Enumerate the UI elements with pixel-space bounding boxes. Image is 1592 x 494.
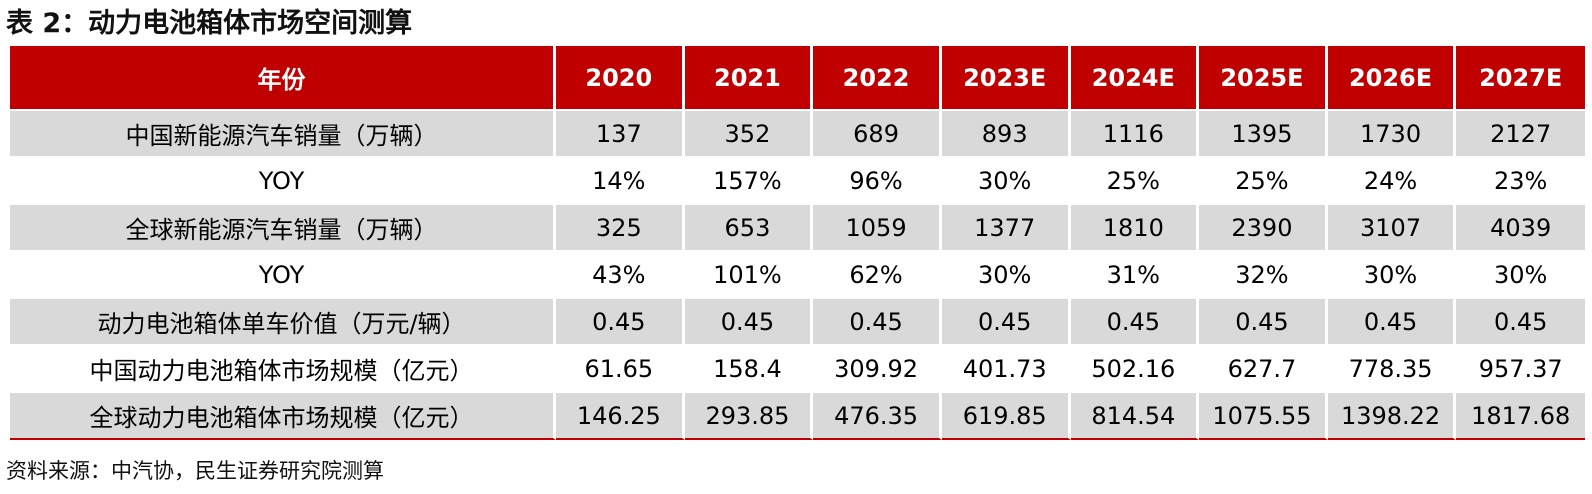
table-cell: 893 — [941, 109, 1071, 156]
table-row: 全球新能源汽车销量（万辆） 325 653 1059 1377 1810 239… — [10, 203, 1585, 250]
row-label: 中国动力电池箱体市场规模（亿元） — [10, 344, 556, 391]
header-cell-year: 2023E — [941, 46, 1071, 109]
table-cell: 653 — [684, 203, 814, 250]
table-cell: 3107 — [1327, 203, 1457, 250]
table-cell: 1810 — [1070, 203, 1200, 250]
table-cell: 1730 — [1327, 109, 1457, 156]
table-cell: 96% — [813, 156, 942, 203]
table-cell: 502.16 — [1070, 344, 1200, 391]
table-cell: 0.45 — [1327, 297, 1457, 344]
row-label: YOY — [10, 156, 556, 203]
table-cell: 25% — [1199, 156, 1328, 203]
table-cell: 24% — [1327, 156, 1457, 203]
table-cell: 1395 — [1199, 109, 1328, 156]
header-cell-year-label: 年份 — [10, 46, 556, 109]
header-row: 年份 2020 2021 2022 2023E 2024E 2025E 2026… — [10, 46, 1585, 109]
table-cell: 1817.68 — [1456, 391, 1585, 440]
table-row: 中国新能源汽车销量（万辆） 137 352 689 893 1116 1395 … — [10, 109, 1585, 156]
table-cell: 2127 — [1456, 109, 1585, 156]
table-cell: 61.65 — [556, 344, 685, 391]
table-cell: 352 — [684, 109, 814, 156]
table-cell: 14% — [556, 156, 685, 203]
table-cell: 31% — [1070, 250, 1200, 297]
table-cell: 157% — [684, 156, 814, 203]
table-cell: 627.7 — [1199, 344, 1328, 391]
table-cell: 1377 — [941, 203, 1071, 250]
table-cell: 1059 — [813, 203, 942, 250]
table-cell: 778.35 — [1327, 344, 1457, 391]
table-cell: 30% — [1456, 250, 1585, 297]
table-cell: 309.92 — [813, 344, 942, 391]
header-cell-year: 2025E — [1199, 46, 1328, 109]
table-row: 动力电池箱体单车价值（万元/辆） 0.45 0.45 0.45 0.45 0.4… — [10, 297, 1585, 344]
row-label: YOY — [10, 250, 556, 297]
row-label: 全球新能源汽车销量（万辆） — [10, 203, 556, 250]
table-cell: 0.45 — [813, 297, 942, 344]
header-cell-year: 2027E — [1456, 46, 1585, 109]
table-cell: 2390 — [1199, 203, 1328, 250]
table-cell: 1116 — [1070, 109, 1200, 156]
header-cell-year: 2020 — [556, 46, 685, 109]
header-cell-year: 2024E — [1070, 46, 1200, 109]
source-note: 资料来源：中汽协，民生证券研究院测算 — [6, 459, 384, 483]
table-cell: 1398.22 — [1327, 391, 1457, 440]
table-row: 中国动力电池箱体市场规模（亿元） 61.65 158.4 309.92 401.… — [10, 344, 1585, 391]
table-cell: 619.85 — [941, 391, 1071, 440]
table-cell: 43% — [556, 250, 685, 297]
table-cell: 23% — [1456, 156, 1585, 203]
table-cell: 0.45 — [684, 297, 814, 344]
table-cell: 0.45 — [1456, 297, 1585, 344]
table-cell: 30% — [941, 156, 1071, 203]
data-table-container: 年份 2020 2021 2022 2023E 2024E 2025E 2026… — [10, 46, 1585, 440]
table-cell: 957.37 — [1456, 344, 1585, 391]
table-cell: 30% — [941, 250, 1071, 297]
row-label: 动力电池箱体单车价值（万元/辆） — [10, 297, 556, 344]
table-cell: 293.85 — [684, 391, 814, 440]
table-cell: 0.45 — [1199, 297, 1328, 344]
table-cell: 62% — [813, 250, 942, 297]
table-row: YOY 43% 101% 62% 30% 31% 32% 30% 30% — [10, 250, 1585, 297]
header-cell-year: 2021 — [684, 46, 814, 109]
table-cell: 101% — [684, 250, 814, 297]
table-cell: 137 — [556, 109, 685, 156]
table-title: 表 2：动力电池箱体市场空间测算 — [6, 8, 413, 39]
row-label: 中国新能源汽车销量（万辆） — [10, 109, 556, 156]
table-cell: 4039 — [1456, 203, 1585, 250]
market-size-table: 年份 2020 2021 2022 2023E 2024E 2025E 2026… — [10, 46, 1585, 440]
table-cell: 476.35 — [813, 391, 942, 440]
header-cell-year: 2022 — [813, 46, 942, 109]
table-cell: 0.45 — [1070, 297, 1200, 344]
table-cell: 30% — [1327, 250, 1457, 297]
table-row: 全球动力电池箱体市场规模（亿元） 146.25 293.85 476.35 61… — [10, 391, 1585, 440]
table-cell: 325 — [556, 203, 685, 250]
table-cell: 689 — [813, 109, 942, 156]
table-cell: 25% — [1070, 156, 1200, 203]
header-cell-year: 2026E — [1327, 46, 1457, 109]
table-cell: 146.25 — [556, 391, 685, 440]
table-cell: 158.4 — [684, 344, 814, 391]
table-cell: 401.73 — [941, 344, 1071, 391]
table-cell: 1075.55 — [1199, 391, 1328, 440]
table-cell: 0.45 — [556, 297, 685, 344]
table-cell: 0.45 — [941, 297, 1071, 344]
table-row: YOY 14% 157% 96% 30% 25% 25% 24% 23% — [10, 156, 1585, 203]
row-label: 全球动力电池箱体市场规模（亿元） — [10, 391, 556, 440]
table-cell: 32% — [1199, 250, 1328, 297]
table-cell: 814.54 — [1070, 391, 1200, 440]
